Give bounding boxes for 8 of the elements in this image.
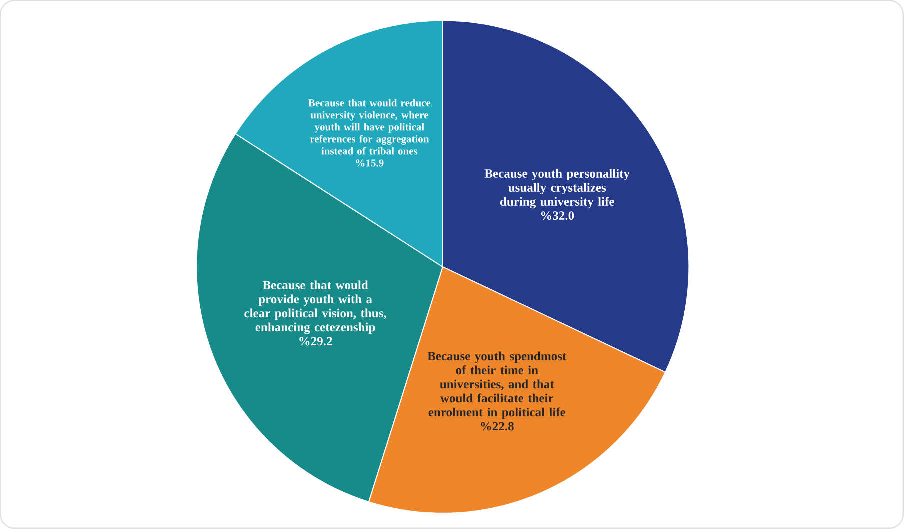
slice-label: Because youth spendmost of their time in universities, and that would facilitate their enrolment in political life xyxy=(428,352,567,420)
slice-label: Because youth personallity usually crystalizes during university life xyxy=(484,169,630,209)
data-label: %29.2 xyxy=(300,337,332,346)
data-label: %15.9 xyxy=(356,160,384,167)
data-label: %22.8 xyxy=(481,422,514,431)
slice-label: Because that would reduce university violence, where youth will have political references for aggregation instead of tribal ones xyxy=(308,99,431,155)
slice-label: Because that would provide youth with a clear political vision, thus, enhancing cetezenship xyxy=(244,280,386,334)
data-label: %32.0 xyxy=(541,212,574,220)
